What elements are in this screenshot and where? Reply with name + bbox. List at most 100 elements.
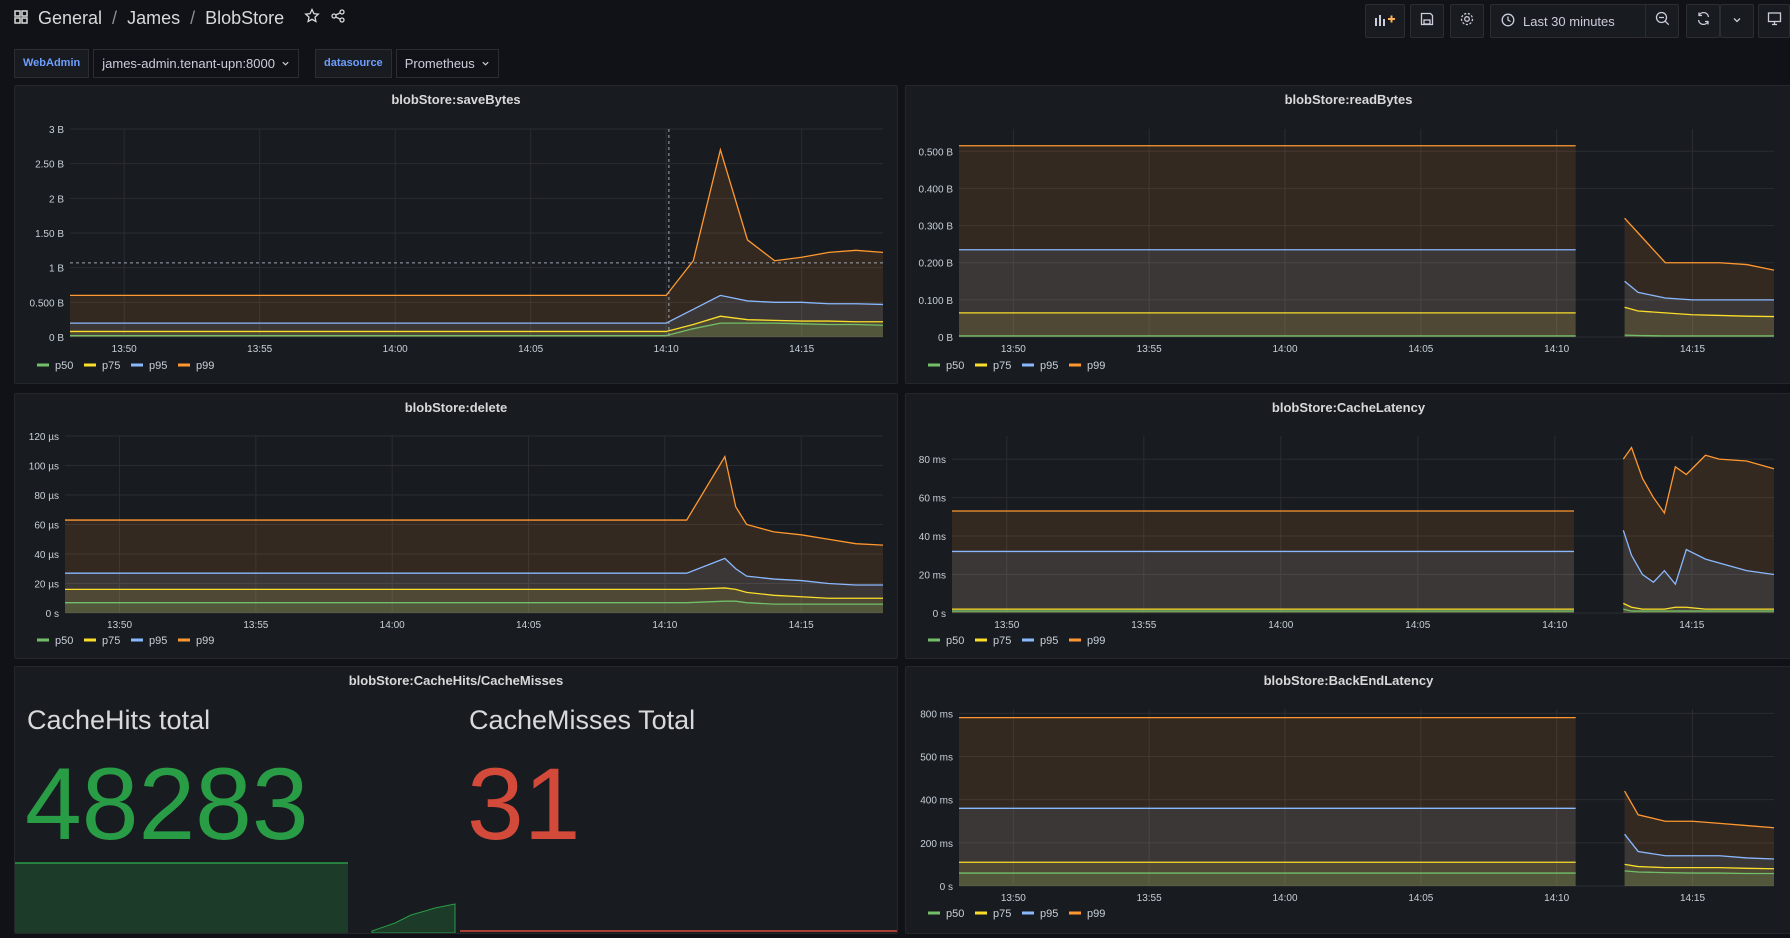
legend-item-p95[interactable]: p95 bbox=[149, 360, 167, 372]
series-line-p95[interactable] bbox=[70, 294, 884, 324]
refresh-icon bbox=[1696, 11, 1711, 31]
series-area-p50 bbox=[65, 601, 883, 613]
apps-icon[interactable] bbox=[14, 8, 28, 29]
panel-readbytes[interactable]: 0 B 0.100 B 0.200 B 0.300 B 0.400 B 0.500 B 13… bbox=[905, 85, 1790, 384]
series-line-p75[interactable] bbox=[1624, 863, 1775, 870]
series-line-p50[interactable] bbox=[65, 600, 883, 605]
time-range-label: Last 30 minutes bbox=[1523, 13, 1615, 29]
clock-icon bbox=[1501, 13, 1515, 30]
series-line-p99[interactable] bbox=[1624, 217, 1775, 271]
tv-mode-button[interactable] bbox=[1758, 4, 1790, 38]
series-line-p50[interactable] bbox=[1624, 334, 1774, 337]
legend-item-p75[interactable]: p75 bbox=[102, 635, 120, 647]
x-tick-label: 13:55 bbox=[243, 620, 268, 631]
legend-item-p75[interactable]: p75 bbox=[993, 908, 1011, 920]
series-line-p99[interactable] bbox=[1622, 446, 1775, 515]
series-line-p75[interactable] bbox=[65, 587, 883, 599]
save-dashboard-button[interactable] bbox=[1410, 4, 1444, 38]
dashboard-title[interactable]: BlobStore bbox=[205, 8, 285, 28]
legend-item-p75[interactable]: p75 bbox=[102, 360, 120, 372]
chart-svg[interactable]: 0 B 0.500 B 1 B 1.50 B 2 B 2.50 B 3 B 13:50 13:5… bbox=[15, 86, 897, 383]
series-line-p99[interactable] bbox=[70, 147, 884, 297]
refresh-interval-dropdown[interactable] bbox=[1720, 4, 1754, 38]
time-picker[interactable]: Last 30 minutes bbox=[1490, 4, 1665, 38]
legend-item-p99[interactable]: p99 bbox=[196, 360, 214, 372]
series-line-p75[interactable] bbox=[1623, 602, 1774, 610]
panel-cache-hits-misses[interactable]: blobStore:CacheHits/CacheMisses CacheHit… bbox=[14, 666, 898, 934]
chevron-down-icon bbox=[481, 50, 490, 77]
panel-title[interactable]: blobStore:readBytes bbox=[1284, 92, 1413, 107]
panel-title[interactable]: blobStore:CacheLatency bbox=[1271, 400, 1426, 415]
share-icon[interactable] bbox=[330, 8, 346, 29]
legend-item-p50[interactable]: p50 bbox=[946, 635, 964, 647]
chart-svg[interactable]: 0 s 200 ms 400 ms 500 ms 800 ms 13:50 13:55 14:… bbox=[906, 667, 1790, 933]
breadcrumb-root[interactable]: General bbox=[38, 8, 103, 28]
variable-select-webadmin[interactable]: james-admin.tenant-upn:8000 bbox=[93, 49, 299, 78]
legend-item-p50[interactable]: p50 bbox=[55, 635, 73, 647]
series-line-p95[interactable] bbox=[65, 557, 883, 586]
legend-item-p50[interactable]: p50 bbox=[946, 908, 964, 920]
settings-button[interactable] bbox=[1450, 4, 1484, 38]
legend-item-p95[interactable]: p95 bbox=[149, 635, 167, 647]
star-icon[interactable] bbox=[304, 7, 320, 29]
series-line-p75[interactable] bbox=[1624, 306, 1775, 318]
legend-item-p99[interactable]: p99 bbox=[1087, 360, 1105, 372]
y-tick-label: 0.500 B bbox=[30, 298, 65, 309]
y-tick-label: 20 ms bbox=[919, 571, 946, 582]
add-panel-button[interactable] bbox=[1365, 4, 1405, 38]
y-tick-label: 100 µs bbox=[29, 462, 59, 473]
x-tick-label: 13:50 bbox=[994, 620, 1019, 631]
series-line-p95[interactable] bbox=[1622, 530, 1775, 586]
series-line-p75[interactable] bbox=[70, 315, 883, 333]
panel-cachelatency[interactable]: 0 s 20 ms 40 ms 60 ms 80 ms 13:50 13:55 14:00 14… bbox=[905, 393, 1790, 659]
panel-title[interactable]: blobStore:delete bbox=[404, 400, 508, 415]
series-line-p95[interactable] bbox=[1624, 280, 1774, 301]
legend-item-p99[interactable]: p99 bbox=[1087, 908, 1105, 920]
panel-savebytes[interactable]: 0 B 0.500 B 1 B 1.50 B 2 B 2.50 B 3 B 13:50 13:5… bbox=[14, 85, 898, 384]
series-line-p95[interactable] bbox=[1624, 833, 1775, 860]
panel-title[interactable]: blobStore:saveBytes bbox=[391, 92, 521, 107]
variable-label-webadmin: WebAdmin bbox=[14, 49, 90, 78]
y-tick-label: 800 ms bbox=[920, 709, 953, 720]
x-tick-label: 14:10 bbox=[654, 344, 679, 355]
series-line-p50[interactable] bbox=[70, 322, 884, 337]
y-tick-label: 0 s bbox=[940, 882, 953, 893]
legend-item-p95[interactable]: p95 bbox=[1040, 635, 1058, 647]
x-tick-label: 13:55 bbox=[247, 344, 272, 355]
series-area-p95 bbox=[959, 249, 1576, 337]
legend-item-p99[interactable]: p99 bbox=[1087, 635, 1105, 647]
legend-item-p99[interactable]: p99 bbox=[196, 635, 214, 647]
series-line-p50[interactable] bbox=[1623, 608, 1774, 612]
chart-svg[interactable]: 0 B 0.100 B 0.200 B 0.300 B 0.400 B 0.500 B 13… bbox=[906, 86, 1790, 383]
panel-title[interactable]: blobStore:CacheHits/CacheMisses bbox=[348, 673, 564, 688]
chart-svg[interactable]: 0 s 20 µs 40 µs 60 µs 80 µs 100 µs 120 µs 13:50… bbox=[15, 394, 897, 658]
legend-item-p75[interactable]: p75 bbox=[993, 635, 1011, 647]
chart-svg[interactable]: 0 s 20 ms 40 ms 60 ms 80 ms 13:50 13:55 14:00 14… bbox=[906, 394, 1790, 658]
series-area-p75 bbox=[1624, 307, 1774, 337]
x-tick-label: 14:00 bbox=[380, 620, 405, 631]
legend-item-p50[interactable]: p50 bbox=[55, 360, 73, 372]
series-line-p50[interactable] bbox=[1624, 870, 1774, 875]
series-line-p99[interactable] bbox=[1624, 790, 1775, 829]
series-line-p99[interactable] bbox=[65, 454, 884, 546]
series-area-p50 bbox=[959, 873, 1576, 886]
zoom-out-button[interactable] bbox=[1645, 4, 1679, 38]
panel-delete[interactable]: 0 s 20 µs 40 µs 60 µs 80 µs 100 µs 120 µs 13:50… bbox=[14, 393, 898, 659]
cache-hits-label: CacheHits total bbox=[27, 705, 211, 735]
panel-backendlatency[interactable]: 0 s 200 ms 400 ms 500 ms 800 ms 13:50 13:55 14:… bbox=[905, 666, 1790, 934]
legend-item-p95[interactable]: p95 bbox=[1040, 908, 1058, 920]
refresh-button[interactable] bbox=[1686, 4, 1720, 38]
panel-title[interactable]: blobStore:BackEndLatency bbox=[1263, 673, 1434, 688]
legend-item-p75[interactable]: p75 bbox=[993, 360, 1011, 372]
legend-item-p95[interactable]: p95 bbox=[1040, 360, 1058, 372]
legend-item-p50[interactable]: p50 bbox=[946, 360, 964, 372]
cache-misses-label: CacheMisses Total bbox=[469, 705, 696, 735]
chevron-down-icon bbox=[281, 50, 290, 77]
zoom-out-icon bbox=[1655, 11, 1670, 31]
breadcrumb-folder[interactable]: James bbox=[127, 8, 181, 28]
y-tick-label: 200 ms bbox=[920, 839, 953, 850]
variable-select-datasource[interactable]: Prometheus bbox=[395, 49, 499, 78]
series-area-p75 bbox=[959, 312, 1576, 337]
series-area-p75 bbox=[1624, 864, 1774, 886]
series-area-p99 bbox=[1623, 447, 1774, 613]
